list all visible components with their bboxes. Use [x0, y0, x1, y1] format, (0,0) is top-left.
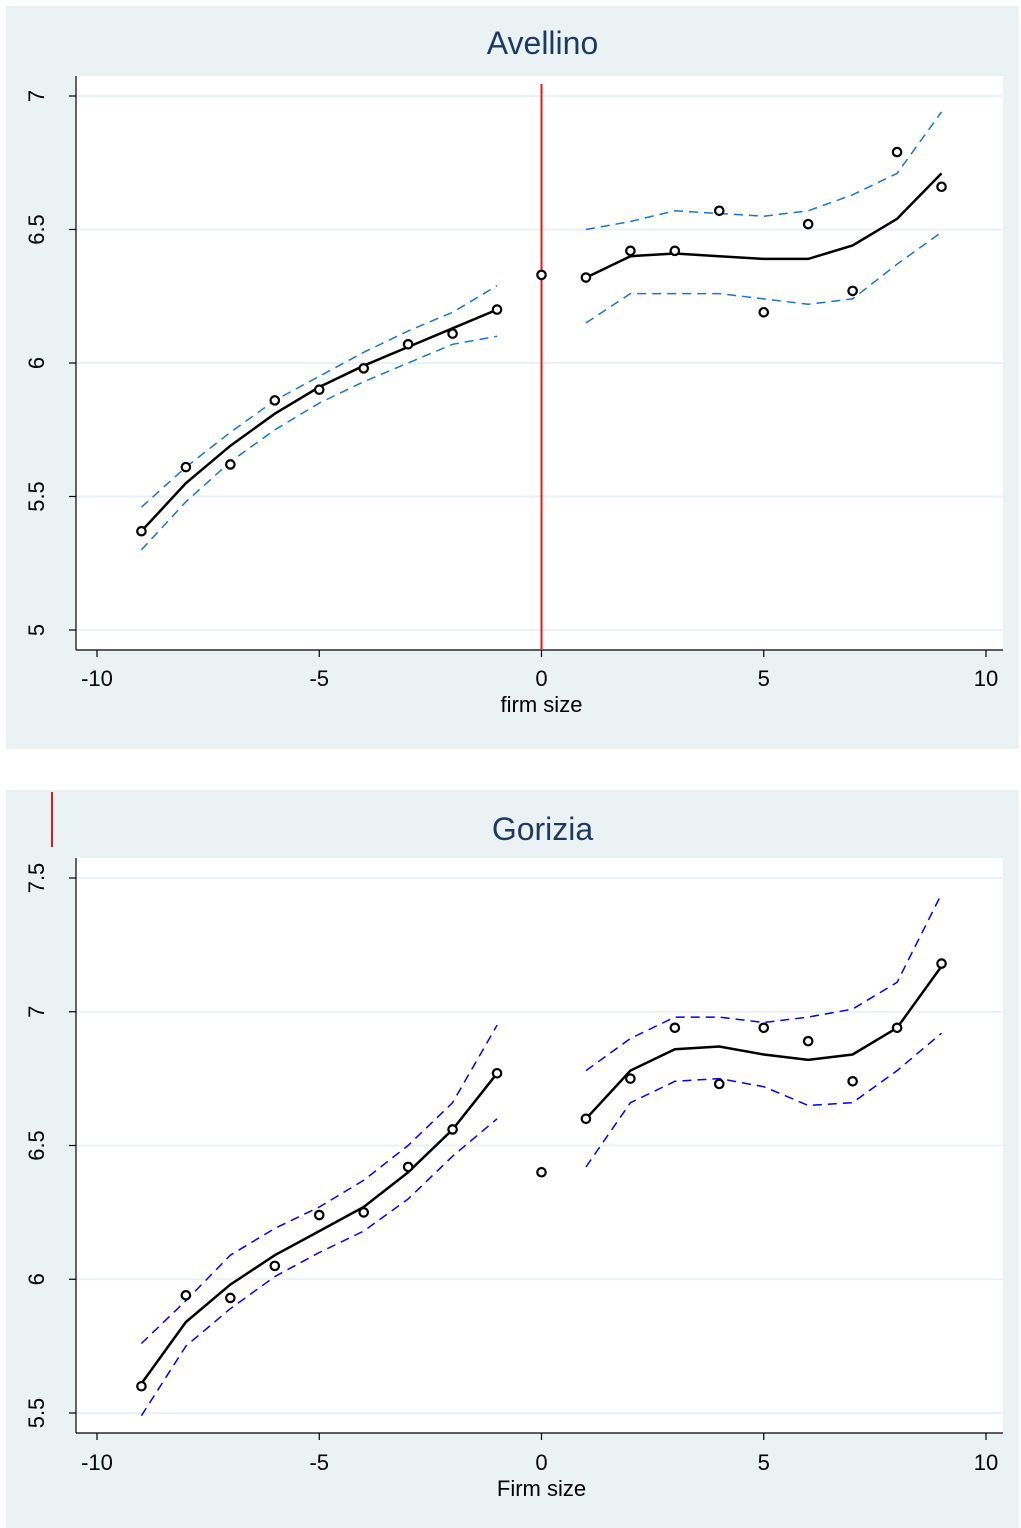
x-axis-label: Firm size	[497, 1476, 586, 1501]
data-point	[713, 205, 725, 217]
data-point	[447, 1124, 458, 1135]
data-point	[758, 306, 770, 318]
data-point	[313, 1209, 325, 1221]
y-tick-label: 6	[24, 357, 49, 369]
x-tick-label: 10	[974, 1450, 998, 1475]
data-point	[580, 1113, 592, 1125]
x-tick-label: 5	[758, 666, 770, 691]
data-point	[136, 525, 147, 537]
fit-line-left	[140, 1072, 499, 1385]
data-point	[802, 1035, 814, 1047]
x-tick-label: -5	[309, 666, 329, 691]
ci-lower-left-line	[140, 1118, 498, 1417]
data-point	[491, 1067, 503, 1079]
data-point	[669, 245, 681, 257]
x-axis-label: firm size	[501, 692, 583, 717]
y-tick-label: 5.5	[24, 481, 49, 512]
chart-title: Gorizia	[492, 811, 594, 847]
x-tick-label: -10	[81, 1450, 113, 1475]
y-tick-label: 6.5	[24, 214, 49, 245]
data-point	[713, 1078, 725, 1090]
data-point	[847, 285, 858, 297]
chart-panel-2: 5.5 6 6.5 7 7.5 -10 -5 0 5 10 Gorizia Firm size	[6, 790, 1019, 1528]
data-point	[491, 304, 503, 315]
chart-title: Avellino	[487, 25, 598, 61]
data-point	[269, 395, 281, 406]
data-point	[225, 1292, 236, 1304]
data-point	[358, 1207, 369, 1218]
y-tick-label: 6	[24, 1273, 49, 1285]
data-point	[180, 461, 192, 473]
y-tick-label: 7	[24, 1006, 49, 1018]
data-point	[625, 245, 636, 257]
data-point	[225, 459, 236, 470]
chart-panel-1: 5 5.5 6 6.5 7 -10 -5 0 5 10 Avellino firm size	[6, 6, 1019, 749]
data-point	[758, 1022, 770, 1034]
ci-lower-left-line	[140, 335, 498, 551]
y-tick-label: 5	[24, 624, 49, 636]
y-tick-label: 6.5	[24, 1130, 49, 1161]
y-tick-label: 5.5	[24, 1398, 49, 1429]
data-point	[136, 1380, 147, 1392]
x-tick-label: 10	[974, 666, 998, 691]
data-point	[447, 328, 458, 339]
fit-line-right	[585, 172, 943, 279]
data-point	[402, 339, 414, 350]
x-tick-label: 5	[758, 1450, 770, 1475]
data-point	[402, 1161, 414, 1173]
data-point	[180, 1290, 192, 1301]
data-point	[891, 1022, 903, 1034]
data-point	[313, 384, 325, 395]
ci-upper-left-line	[140, 284, 498, 508]
fit-line-right	[585, 965, 943, 1120]
y-tick-label: 7	[24, 90, 49, 102]
data-point	[625, 1073, 636, 1084]
ci-upper-right-line	[585, 893, 943, 1072]
data-point	[802, 218, 814, 230]
data-point	[669, 1022, 681, 1034]
data-point	[580, 272, 592, 283]
data-point	[536, 1166, 547, 1178]
ci-lower-right-line	[585, 1032, 942, 1168]
ci-lower-right-line	[585, 231, 942, 324]
data-point	[936, 181, 947, 193]
x-tick-label: -5	[309, 1450, 329, 1475]
data-point	[936, 958, 947, 969]
x-tick-label: 0	[535, 1450, 547, 1475]
data-point	[269, 1260, 281, 1272]
data-point	[891, 146, 903, 158]
x-tick-label: 0	[535, 666, 547, 691]
data-point	[358, 363, 369, 374]
x-tick-label: -10	[81, 666, 113, 691]
data-point	[847, 1076, 858, 1087]
ci-upper-right-line	[585, 111, 943, 231]
data-point	[536, 269, 547, 281]
y-tick-label: 7.5	[24, 863, 49, 894]
ci-upper-left-line	[140, 1024, 498, 1345]
